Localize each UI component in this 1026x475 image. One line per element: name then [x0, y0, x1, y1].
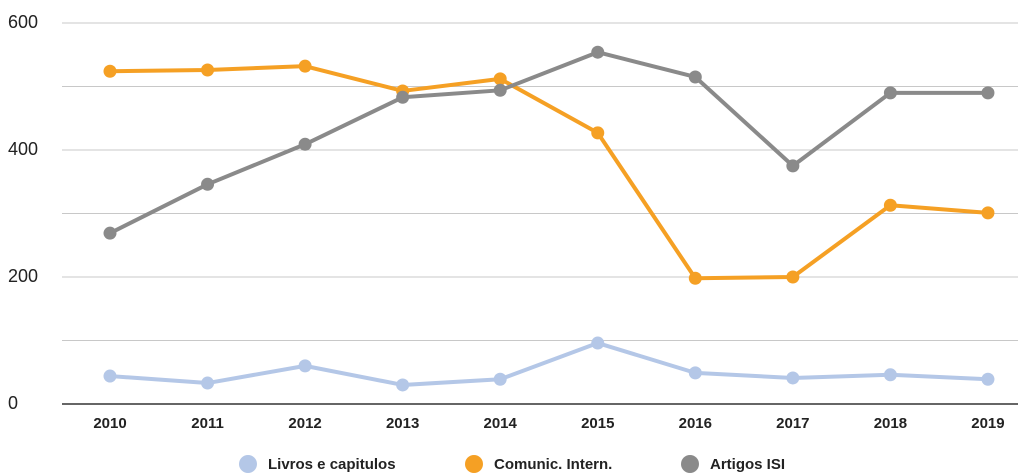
point [493, 83, 507, 97]
x-tick-label: 2011 [191, 415, 224, 432]
x-tick-label: 2013 [386, 415, 419, 432]
series-line [109, 50, 988, 235]
point [883, 198, 897, 212]
legend-label: Comunic. Intern. [494, 456, 612, 473]
legend-label: Artigos ISI [710, 456, 785, 473]
point [591, 336, 605, 350]
legend-label: Livros e capitulos [268, 456, 396, 473]
x-tick-label: 2017 [776, 415, 809, 432]
x-tick-label: 2014 [484, 415, 518, 432]
point [201, 376, 215, 390]
point [493, 372, 507, 386]
point [786, 270, 800, 284]
x-tick-label: 2019 [971, 415, 1004, 432]
point [981, 206, 995, 220]
point [688, 271, 702, 285]
point [298, 359, 312, 373]
series-line [109, 341, 989, 387]
point [981, 86, 995, 100]
point [688, 70, 702, 84]
y-tick-label: 200 [8, 266, 38, 286]
point [883, 86, 897, 100]
point [493, 72, 507, 86]
y-tick-label: 600 [8, 12, 38, 32]
point [396, 378, 410, 392]
point [591, 45, 605, 59]
legend-marker [239, 455, 257, 473]
y-tick-label: 0 [8, 393, 18, 413]
x-tick-label: 2015 [581, 415, 614, 432]
point [786, 371, 800, 385]
point [201, 63, 215, 77]
point [298, 59, 312, 73]
y-tick-label: 400 [8, 139, 38, 159]
point [786, 159, 800, 173]
x-tick-label: 2010 [93, 415, 126, 432]
point [883, 368, 897, 382]
point [591, 126, 605, 140]
x-tick-label: 2012 [288, 415, 321, 432]
point [688, 366, 702, 380]
point [201, 177, 215, 191]
point [103, 369, 117, 383]
point [396, 90, 410, 104]
x-tick-label: 2018 [874, 415, 907, 432]
point [103, 226, 117, 240]
point [298, 137, 312, 151]
point [103, 64, 117, 78]
x-tick-label: 2016 [679, 415, 712, 432]
point [981, 372, 995, 386]
legend-marker [465, 455, 483, 473]
series-line [109, 64, 989, 281]
legend-marker [681, 455, 699, 473]
